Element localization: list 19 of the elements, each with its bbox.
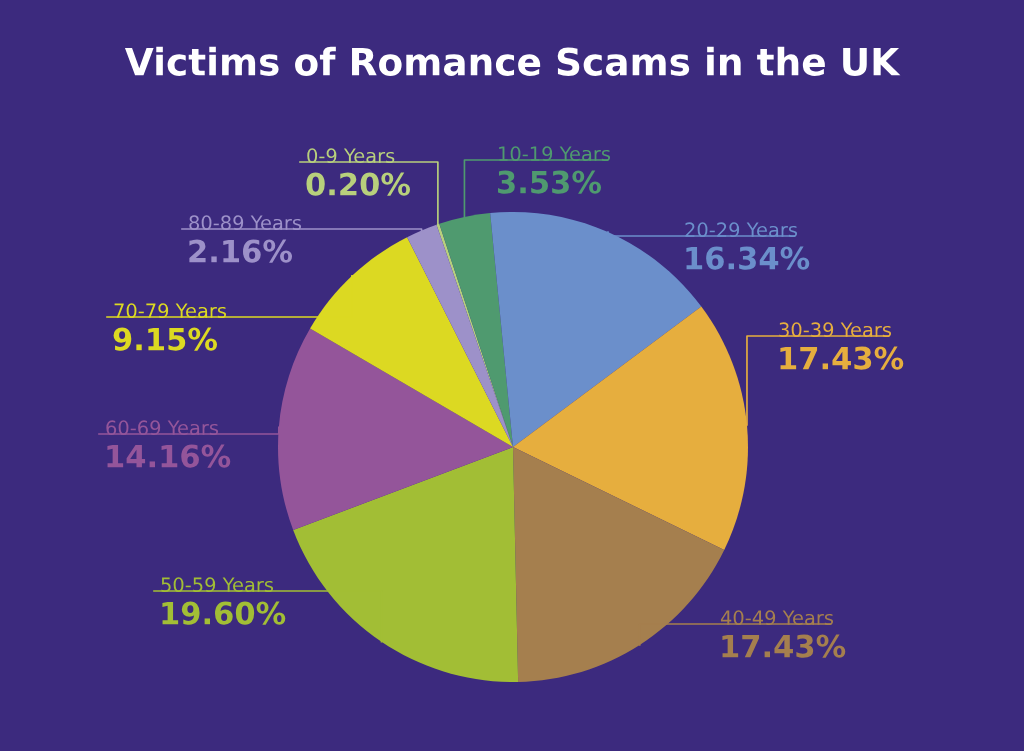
data-label: 16.34% — [686, 246, 810, 270]
slice-label: 10-19 Years — [499, 146, 611, 162]
slice-label: 20-29 Years — [685, 222, 798, 238]
slice-label: 30-39 Years — [779, 322, 892, 338]
slice-label: 0-9 Years — [307, 148, 395, 164]
data-label: 0.20% — [306, 172, 411, 196]
slice-label: 80-89 Years — [189, 215, 302, 231]
data-label: 17.43% — [722, 634, 846, 658]
data-label: 19.60% — [162, 601, 286, 625]
data-label: 2.16% — [189, 239, 293, 263]
data-label: 9.15% — [113, 327, 218, 351]
slice-label: 60-69 Years — [106, 420, 219, 436]
slice-label: 70-79 Years — [114, 303, 227, 319]
data-label: 17.43% — [780, 346, 904, 370]
slice-label: 40-49 Years — [720, 610, 834, 626]
data-label: 14.16% — [107, 444, 231, 468]
chart-title: Victims of Romance Scams in the UK — [124, 46, 901, 76]
slice-label: 50-59 Years — [161, 577, 274, 593]
data-label: 3.53% — [498, 170, 602, 194]
